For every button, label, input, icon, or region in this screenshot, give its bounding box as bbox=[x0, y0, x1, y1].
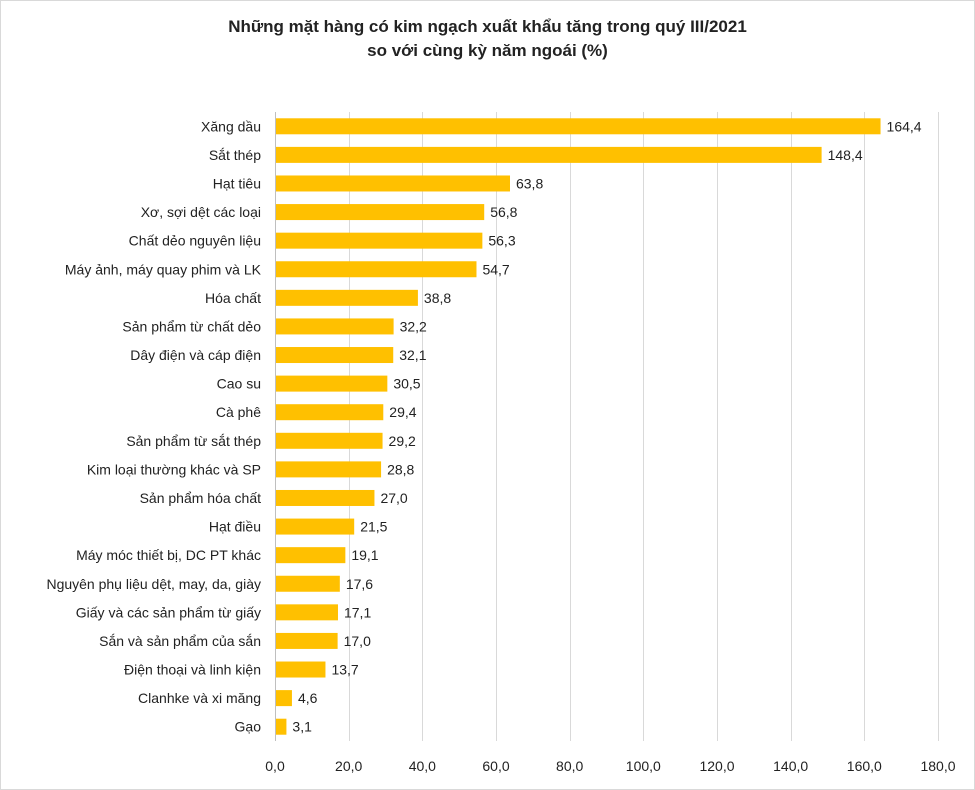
bar bbox=[276, 204, 485, 221]
bar bbox=[276, 261, 477, 278]
category-label: Sản phẩm từ sắt thép bbox=[126, 433, 261, 449]
category-label: Sắn và sản phẩm của sắn bbox=[99, 633, 261, 649]
bar bbox=[276, 575, 340, 592]
x-tick-label: 20,0 bbox=[335, 758, 362, 774]
bar bbox=[276, 375, 388, 392]
category-label: Hóa chất bbox=[205, 290, 261, 306]
category-label: Hạt điều bbox=[209, 519, 261, 535]
category-label: Clanhke và xi măng bbox=[138, 690, 261, 706]
data-label: 17,6 bbox=[346, 576, 373, 592]
category-label: Máy móc thiết bị, DC PT khác bbox=[76, 547, 261, 563]
bar bbox=[276, 175, 510, 192]
data-label: 38,8 bbox=[424, 290, 451, 306]
data-label: 4,6 bbox=[298, 690, 318, 706]
bar bbox=[276, 690, 292, 707]
data-label: 3,1 bbox=[292, 719, 312, 735]
bar bbox=[276, 289, 418, 306]
x-tick-label: 60,0 bbox=[482, 758, 509, 774]
x-tick-label: 160,0 bbox=[847, 758, 882, 774]
category-label: Điện thoại và linh kiện bbox=[124, 662, 261, 678]
x-tick-label: 100,0 bbox=[626, 758, 661, 774]
category-label: Dây điện và cáp điện bbox=[130, 347, 261, 363]
data-label: 19,1 bbox=[351, 547, 378, 563]
bar bbox=[276, 432, 383, 449]
category-label: Sản phẩm hóa chất bbox=[140, 490, 262, 506]
category-label: Gạo bbox=[235, 719, 262, 735]
category-label: Hạt tiêu bbox=[213, 175, 261, 191]
category-label: Xơ, sợi dệt các loại bbox=[141, 204, 261, 220]
data-label: 17,0 bbox=[344, 633, 371, 649]
data-label: 21,5 bbox=[360, 519, 387, 535]
x-tick-label: 180,0 bbox=[920, 758, 955, 774]
category-label: Cao su bbox=[217, 376, 261, 392]
x-tick-label: 140,0 bbox=[773, 758, 808, 774]
data-label: 56,3 bbox=[488, 233, 515, 249]
category-label: Máy ảnh, máy quay phim và LK bbox=[65, 261, 262, 277]
x-tick-label: 40,0 bbox=[409, 758, 436, 774]
data-label: 29,2 bbox=[389, 433, 416, 449]
data-label: 148,4 bbox=[828, 147, 863, 163]
bar bbox=[276, 461, 382, 478]
bar bbox=[276, 232, 483, 249]
category-label: Nguyên phụ liệu dệt, may, da, giày bbox=[46, 576, 261, 592]
data-label: 164,4 bbox=[887, 118, 922, 134]
category-label: Xăng dầu bbox=[201, 118, 261, 134]
data-label: 56,8 bbox=[490, 204, 517, 220]
data-label: 30,5 bbox=[393, 376, 420, 392]
data-label: 28,8 bbox=[387, 461, 414, 477]
data-label: 29,4 bbox=[389, 404, 416, 420]
chart-title: Những mặt hàng có kim ngạch xuất khẩu tă… bbox=[1, 15, 974, 63]
bar bbox=[276, 489, 375, 506]
bar bbox=[276, 347, 394, 364]
category-label: Sắt thép bbox=[209, 147, 261, 163]
category-label: Chất dẻo nguyên liệu bbox=[129, 233, 261, 249]
data-label: 27,0 bbox=[380, 490, 407, 506]
x-tick-label: 80,0 bbox=[556, 758, 583, 774]
data-label: 17,1 bbox=[344, 604, 371, 620]
bar bbox=[276, 718, 287, 735]
data-label: 54,7 bbox=[482, 261, 509, 277]
bar bbox=[276, 318, 394, 335]
data-label: 13,7 bbox=[331, 662, 358, 678]
bar bbox=[276, 146, 822, 163]
bar bbox=[276, 547, 346, 564]
data-label: 32,1 bbox=[399, 347, 426, 363]
x-tick-label: 120,0 bbox=[699, 758, 734, 774]
bar bbox=[276, 118, 881, 135]
bar bbox=[276, 604, 338, 621]
bar bbox=[276, 661, 326, 678]
data-label: 32,2 bbox=[400, 318, 427, 334]
category-label: Kim loại thường khác và SP bbox=[87, 461, 261, 477]
category-label: Giấy và các sản phẩm từ giấy bbox=[76, 604, 261, 620]
bar bbox=[276, 632, 338, 649]
category-label: Sản phẩm từ chất dẻo bbox=[122, 318, 261, 334]
chart-title-line-1: Những mặt hàng có kim ngạch xuất khẩu tă… bbox=[228, 17, 747, 36]
data-label: 63,8 bbox=[516, 175, 543, 191]
chart-title-line-2: so với cùng kỳ năm ngoái (%) bbox=[367, 41, 608, 60]
category-label: Cà phê bbox=[216, 404, 261, 420]
x-tick-label: 0,0 bbox=[265, 758, 285, 774]
bar bbox=[276, 404, 384, 421]
bar bbox=[276, 518, 355, 535]
